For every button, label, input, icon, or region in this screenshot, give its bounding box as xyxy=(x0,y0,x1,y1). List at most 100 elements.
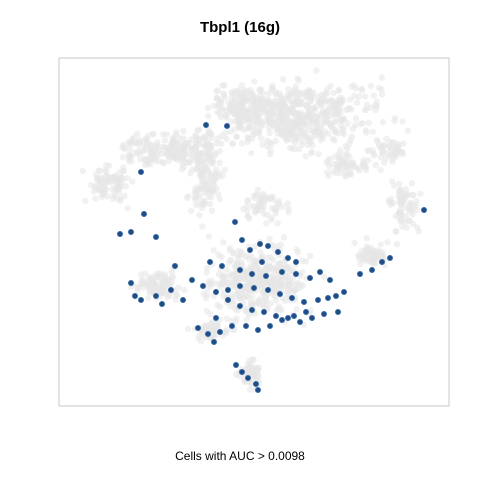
background-point xyxy=(358,87,365,94)
background-point xyxy=(363,235,370,242)
background-point xyxy=(210,247,217,254)
background-point xyxy=(207,200,214,208)
background-point xyxy=(220,239,227,246)
background-point xyxy=(355,93,363,101)
background-point xyxy=(335,154,343,161)
background-point xyxy=(348,133,356,140)
background-point xyxy=(289,109,297,116)
background-point xyxy=(284,200,291,207)
background-point xyxy=(285,205,292,213)
background-point xyxy=(119,144,126,151)
background-point xyxy=(192,132,199,139)
background-point xyxy=(372,102,379,109)
background-point xyxy=(235,86,243,94)
background-point xyxy=(203,269,210,276)
background-point xyxy=(404,191,412,198)
background-point xyxy=(409,211,416,218)
highlighted-point xyxy=(127,228,134,235)
background-point xyxy=(114,185,122,192)
background-point xyxy=(299,257,306,265)
highlighted-point xyxy=(300,298,307,305)
background-point xyxy=(227,118,235,125)
highlighted-point xyxy=(368,266,375,273)
background-point xyxy=(274,243,282,250)
background-point xyxy=(338,166,346,173)
highlighted-point xyxy=(224,286,231,293)
background-point xyxy=(414,224,421,231)
chart-title: Tbpl1 (16g) xyxy=(199,19,280,36)
highlighted-point xyxy=(386,254,393,261)
highlighted-point xyxy=(238,368,245,375)
background-point xyxy=(298,90,305,97)
background-point xyxy=(238,82,246,89)
background-point xyxy=(278,130,285,137)
background-point xyxy=(251,209,258,216)
background-point xyxy=(180,135,187,142)
background-point xyxy=(169,134,177,142)
background-point xyxy=(240,294,248,302)
background-point xyxy=(82,197,89,204)
background-point xyxy=(208,319,216,326)
background-point xyxy=(217,99,224,106)
background-point xyxy=(177,147,185,155)
background-point xyxy=(254,108,261,115)
background-point xyxy=(362,127,370,134)
background-point xyxy=(155,157,162,165)
background-point xyxy=(227,104,234,111)
background-point xyxy=(397,217,404,225)
background-point xyxy=(229,140,236,147)
highlighted-point xyxy=(199,282,206,289)
background-point xyxy=(231,126,238,133)
background-point xyxy=(314,94,321,101)
highlighted-point xyxy=(223,123,230,130)
background-point xyxy=(306,252,314,259)
background-point xyxy=(331,118,339,126)
background-point xyxy=(360,159,367,167)
background-point xyxy=(346,171,354,178)
background-point xyxy=(134,286,141,294)
background-point xyxy=(102,162,110,169)
background-point xyxy=(321,98,329,106)
background-point xyxy=(272,110,280,118)
background-point xyxy=(353,99,361,106)
background-point xyxy=(208,207,216,214)
background-point xyxy=(265,90,273,97)
highlighted-point xyxy=(238,236,245,243)
background-point xyxy=(276,260,284,267)
background-point xyxy=(180,127,187,135)
highlighted-point xyxy=(224,296,231,303)
highlighted-point xyxy=(260,308,267,315)
background-point xyxy=(124,175,131,182)
background-point xyxy=(171,140,178,147)
background-point xyxy=(210,186,217,194)
background-point xyxy=(238,140,246,147)
background-point xyxy=(275,303,282,310)
background-point xyxy=(216,195,223,203)
background-point xyxy=(364,248,371,256)
background-point xyxy=(252,374,260,382)
background-point xyxy=(218,132,226,140)
highlighted-point xyxy=(248,270,255,277)
background-point xyxy=(299,141,306,148)
highlighted-point xyxy=(378,258,385,265)
background-point xyxy=(157,150,165,158)
background-point xyxy=(315,150,322,158)
background-point xyxy=(254,186,262,193)
background-point xyxy=(231,96,239,104)
background-point xyxy=(318,102,325,110)
highlighted-point xyxy=(284,254,291,261)
background-point xyxy=(260,301,267,309)
background-point xyxy=(396,180,403,188)
background-point xyxy=(386,144,394,151)
background-point xyxy=(362,106,369,114)
highlighted-point xyxy=(248,306,255,313)
background-point xyxy=(264,106,271,114)
background-point xyxy=(244,207,251,214)
background-point xyxy=(146,287,153,294)
background-point xyxy=(333,110,340,117)
background-point xyxy=(402,185,410,193)
background-point xyxy=(331,137,338,144)
background-point xyxy=(288,287,295,294)
background-point xyxy=(352,122,359,129)
background-point xyxy=(307,122,315,130)
